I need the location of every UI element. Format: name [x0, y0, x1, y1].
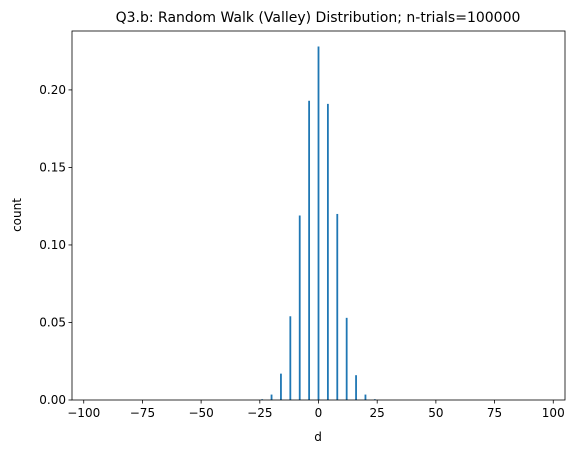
x-tick-label: −100 — [67, 406, 100, 420]
bar — [289, 316, 292, 400]
bar — [336, 213, 339, 400]
x-tick-label: 0 — [315, 406, 323, 420]
bar — [280, 373, 282, 400]
bar — [308, 100, 311, 401]
x-tick-label: 100 — [542, 406, 565, 420]
bars-group — [261, 46, 376, 401]
x-tick-label: −50 — [188, 406, 213, 420]
y-ticks: 0.00 0.05 0.10 0.15 0.20 — [39, 83, 72, 407]
y-tick-label: 0.20 — [39, 83, 66, 97]
chart-title: Q3.b: Random Walk (Valley) Distribution;… — [116, 10, 521, 26]
bar — [326, 103, 329, 401]
bar — [270, 394, 273, 400]
x-tick-label: 25 — [370, 406, 385, 420]
x-tick-label: 50 — [428, 406, 443, 420]
y-tick-label: 0.15 — [39, 160, 66, 174]
bar — [298, 215, 301, 400]
bar — [317, 46, 320, 400]
y-axis-label: count — [10, 198, 24, 232]
bar — [345, 317, 348, 400]
x-axis-label: d — [314, 430, 322, 444]
plot-frame — [71, 30, 566, 401]
y-tick-label: 0.00 — [39, 393, 66, 407]
bar — [355, 375, 357, 400]
x-ticks: −100 −75 −50 −25 0 25 50 75 100 — [67, 400, 565, 420]
y-tick-label: 0.10 — [39, 238, 66, 252]
x-tick-label: 75 — [487, 406, 502, 420]
x-tick-label: −75 — [130, 406, 155, 420]
bar — [364, 394, 367, 400]
x-tick-label: −25 — [247, 406, 272, 420]
y-tick-label: 0.05 — [39, 315, 66, 329]
